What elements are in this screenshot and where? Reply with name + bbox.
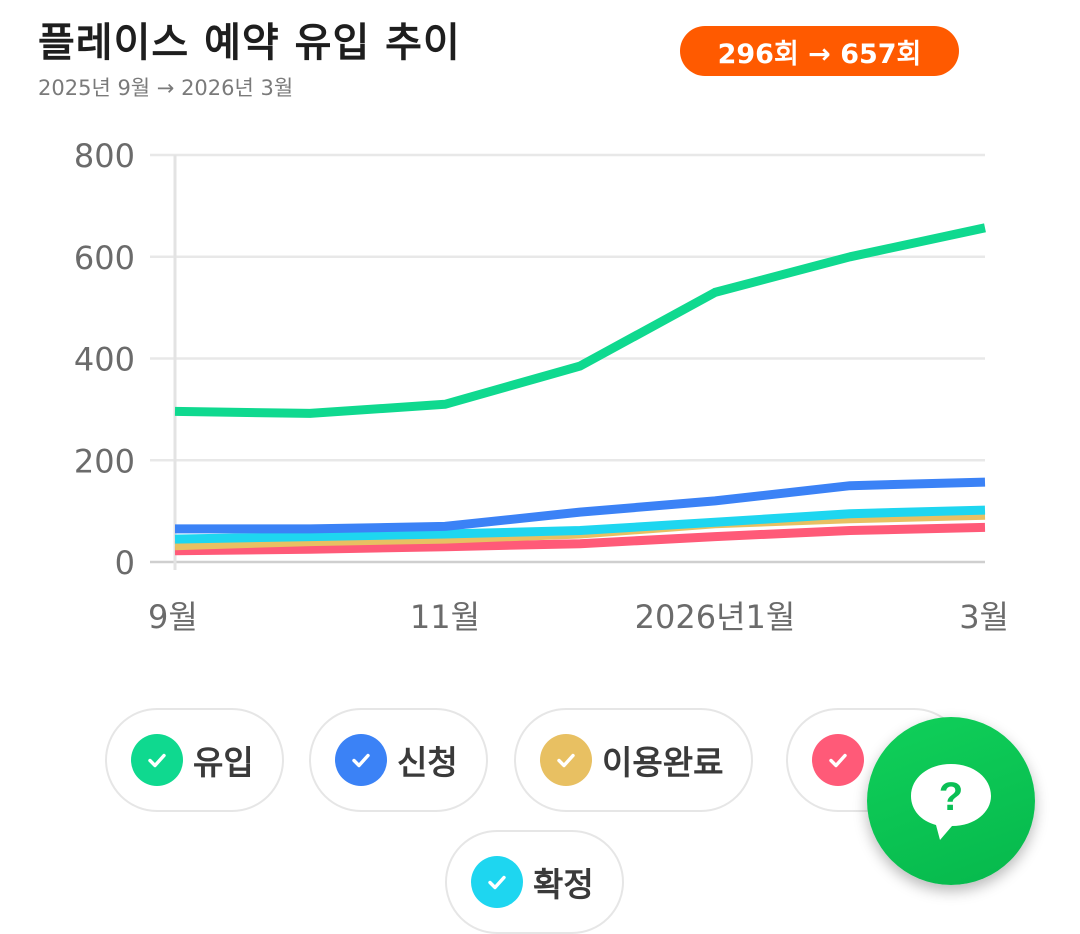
axes: [150, 155, 985, 570]
check-icon: [812, 734, 864, 786]
chart-title: 플레이스 예약 유입 추이: [38, 20, 461, 66]
question-bubble-icon: ?: [911, 764, 991, 840]
legend-label: 이용완료: [602, 743, 724, 782]
x-tick-label: 2026년1월: [635, 598, 796, 636]
x-tick-label: 9월: [148, 598, 198, 636]
check-icon: [131, 734, 183, 786]
grid-lines: [150, 153, 985, 462]
date-range-subtitle: 2025년 9월 → 2026년 3월: [38, 76, 294, 100]
legend-label: 신청: [397, 743, 458, 782]
series-line-0: [174, 223, 986, 418]
svg-text:?: ?: [939, 775, 963, 819]
y-tick-label: 0: [115, 544, 135, 582]
check-icon: [335, 734, 387, 786]
y-tick-label: 200: [74, 442, 135, 480]
growth-badge: 296회 → 657회: [680, 26, 959, 76]
line-chart: 0 200 400 600 800 9월 11월 2026년1월 3월: [74, 137, 1009, 636]
x-tick-label: 11월: [410, 598, 480, 636]
x-tick-label: 3월: [959, 598, 1009, 636]
legend-label: 유입: [193, 743, 254, 782]
y-tick-label: 800: [74, 137, 135, 175]
help-button[interactable]: ?: [867, 717, 1035, 885]
series-line-4: [174, 505, 986, 544]
series-lines: [174, 223, 986, 556]
y-tick-labels: 0 200 400 600 800: [74, 137, 135, 582]
legend-chip-confirmed[interactable]: 확정: [445, 830, 624, 934]
legend-chip-completed[interactable]: 이용완료: [514, 708, 754, 812]
check-icon: [471, 856, 523, 908]
x-tick-labels: 9월 11월 2026년1월 3월: [148, 598, 1009, 636]
legend-chip-request[interactable]: 신청: [309, 708, 488, 812]
legend-label: 확정: [533, 865, 594, 904]
legend-chip-inflow[interactable]: 유입: [105, 708, 284, 812]
series-line-1: [175, 477, 986, 534]
y-tick-label: 400: [74, 341, 135, 379]
y-tick-label: 600: [74, 239, 135, 277]
series-line-3: [174, 522, 986, 556]
check-icon: [540, 734, 592, 786]
